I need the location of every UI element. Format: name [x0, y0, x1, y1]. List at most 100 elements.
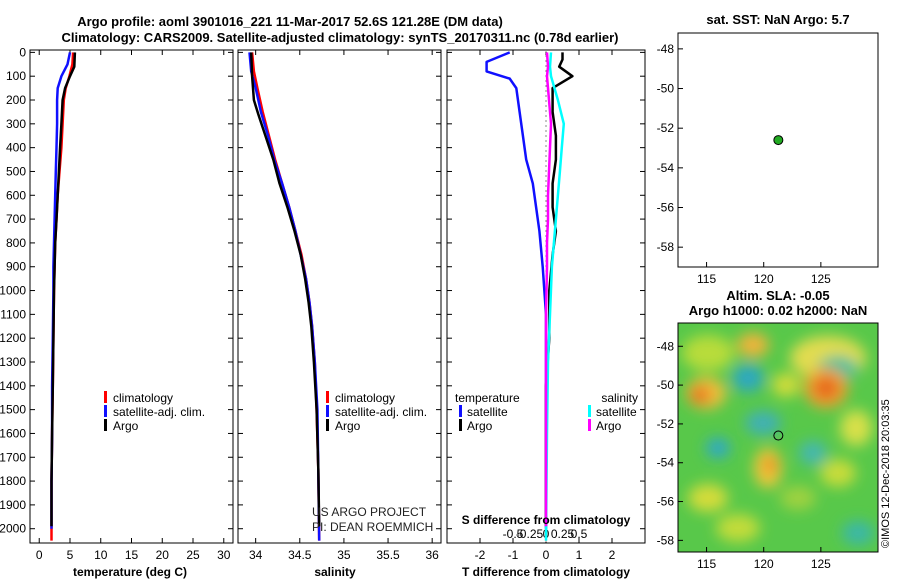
legend-swatch-t-satellite [459, 405, 462, 417]
lon-tick-label: 120 [754, 272, 774, 286]
depth-tick-label: 100 [6, 69, 26, 83]
depth-tick-label: 1800 [0, 474, 26, 488]
series-line-s-argo [544, 52, 553, 527]
depth-tick-label: 1200 [0, 331, 26, 345]
lat-tick-label: -58 [657, 533, 675, 547]
depth-tick-label: 1900 [0, 498, 26, 512]
legend-label-t-satellite: satellite [467, 405, 508, 419]
depth-tick-label: 500 [6, 164, 26, 178]
temperature-plot: 0 5 10 15 20 25 30 [36, 50, 231, 562]
depth-tick-label: 1500 [0, 403, 26, 417]
legend-swatch-argo [104, 419, 107, 431]
depth-tick-label: 0 [19, 45, 26, 59]
x-tick-label: 36 [425, 548, 439, 562]
lon-tick-label: 125 [811, 557, 831, 571]
x-tick-label: -2 [475, 548, 486, 562]
temperature-axis-label: temperature (deg C) [73, 565, 187, 579]
lon-tick-label: 125 [811, 272, 831, 286]
lat-tick-label: -54 [657, 456, 675, 470]
lon-tick-label: 115 [697, 557, 716, 571]
sla-map-plot: 115 120 125 -48 -50 -52 -54 -56 -58 [657, 339, 832, 571]
s-diff-tick-label: 0.25 [551, 527, 575, 541]
lat-tick-label: -48 [657, 339, 675, 353]
s-diff-tick-label: 0.5 [571, 527, 588, 541]
legend-label-t-argo: Argo [467, 419, 493, 433]
legend-label-argo: Argo [335, 419, 361, 433]
imos-timestamp: ©IMOS 12-Dec-2018 20:03:35 [880, 399, 892, 548]
depth-tick-label: 2000 [0, 522, 26, 536]
depth-tick-label: 1700 [0, 450, 26, 464]
t-difference-axis-label: T difference from climatology [462, 565, 630, 579]
x-tick-label: 1 [576, 548, 583, 562]
legend-swatch-t-argo [459, 419, 462, 431]
sla-map-title-line-2: Argo h1000: 0.02 h2000: NaN [689, 303, 867, 318]
depth-tick-label: 200 [6, 93, 26, 107]
difference-plot: -2 -1 0 1 2-0.5-0.25 0 0.250.5 [475, 50, 616, 562]
x-tick-label: 25 [186, 548, 200, 562]
lat-tick-label: -50 [657, 378, 675, 392]
depth-tick-label: 800 [6, 236, 26, 250]
legend-swatch-climatology [104, 391, 107, 403]
legend-label-s-satellite: satellite [596, 405, 637, 419]
salinity-panel [237, 49, 442, 544]
legend-swatch-climatology [326, 391, 329, 403]
project-note-line-2: PI: DEAN ROEMMICH [312, 520, 433, 534]
legend-swatch-s-satellite [588, 405, 591, 417]
sla-map-title-line-1: Altim. SLA: -0.05 [726, 288, 829, 303]
depth-tick-label: 700 [6, 212, 26, 226]
x-tick-label: 0 [36, 548, 43, 562]
legend-label-satellite: satellite-adj. clim. [335, 405, 427, 419]
sst-map-panel [677, 32, 879, 268]
lat-tick-label: -48 [657, 42, 675, 56]
x-tick-label: 5 [67, 548, 74, 562]
depth-tick-label: 1000 [0, 284, 26, 298]
x-tick-label: 35.5 [376, 548, 400, 562]
sst-map-title: sat. SST: NaN Argo: 5.7 [706, 12, 849, 27]
s-diff-tick-label: -0.5 [503, 527, 524, 541]
salinity-axis-label: salinity [314, 565, 356, 579]
legend-label-climatology: climatology [113, 391, 173, 405]
sla-anomaly-field [682, 333, 874, 545]
depth-tick-label: 1600 [0, 426, 26, 440]
float-position-marker [773, 135, 784, 146]
series-line-argo [50, 52, 77, 527]
lat-tick-label: -56 [657, 495, 675, 509]
depth-tick-label: 1100 [0, 307, 26, 321]
x-tick-label: 30 [217, 548, 231, 562]
difference-legend: temperature salinity satellite Argo sate… [455, 391, 638, 433]
salinity-plot: 34 34.5 35 35.5 36 [248, 50, 439, 562]
depth-axis: 0 100 200 300 400 500 600 700 800 900 1000 1100 1200… [0, 45, 645, 536]
temperature-legend: climatology satellite-adj. clim. Argo [104, 391, 205, 433]
x-tick-label: 0 [543, 548, 550, 562]
depth-tick-label: 600 [6, 188, 26, 202]
x-tick-label: 15 [125, 548, 139, 562]
x-tick-label: -1 [508, 548, 519, 562]
legend-title-salinity: salinity [601, 391, 638, 405]
depth-tick-label: 1300 [0, 355, 26, 369]
s-diff-tick-label: -0.25 [516, 527, 544, 541]
legend-swatch-s-argo [588, 419, 591, 431]
lat-tick-label: -50 [657, 82, 675, 96]
project-note-line-1: US ARGO PROJECT [312, 505, 427, 519]
legend-swatch-satellite [326, 405, 329, 417]
lat-tick-label: -52 [657, 417, 675, 431]
legend-swatch-satellite [104, 405, 107, 417]
sst-map-plot: 115 120 125 -48 -50 -52 -54 -56 -58 [657, 42, 832, 286]
x-tick-label: 10 [94, 548, 108, 562]
x-tick-label: 35 [337, 548, 351, 562]
lat-tick-label: -56 [657, 201, 675, 215]
sla-map-panel [677, 322, 879, 553]
depth-tick-label: 900 [6, 260, 26, 274]
x-tick-label: 2 [609, 548, 616, 562]
depth-tick-label: 400 [6, 141, 26, 155]
series-line-argo [249, 52, 321, 527]
sla-heatmap [678, 323, 878, 552]
title-line-1: Argo profile: aoml 3901016_221 11-Mar-20… [77, 14, 503, 29]
depth-tick-label: 300 [6, 117, 26, 131]
x-tick-label: 20 [156, 548, 170, 562]
legend-title-temperature: temperature [455, 391, 520, 405]
title-line-2: Climatology: CARS2009. Satellite-adjuste… [61, 30, 618, 45]
depth-tick-label: 1400 [0, 379, 26, 393]
lon-tick-label: 115 [697, 272, 716, 286]
